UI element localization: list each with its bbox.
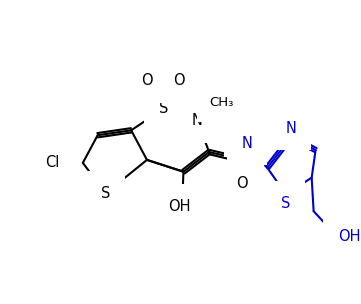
Text: O: O xyxy=(236,176,247,191)
Text: O: O xyxy=(173,74,184,88)
Text: S: S xyxy=(281,196,291,211)
Text: S: S xyxy=(101,186,110,201)
Text: N: N xyxy=(241,136,252,150)
Text: N: N xyxy=(286,121,296,136)
Text: N: N xyxy=(192,113,203,128)
Text: OH: OH xyxy=(168,199,191,214)
Text: CH₃: CH₃ xyxy=(210,96,234,109)
Text: O: O xyxy=(141,74,153,88)
Text: H: H xyxy=(237,131,247,144)
Text: Cl: Cl xyxy=(45,155,60,170)
Text: OH: OH xyxy=(338,229,360,244)
Text: S: S xyxy=(159,101,169,116)
